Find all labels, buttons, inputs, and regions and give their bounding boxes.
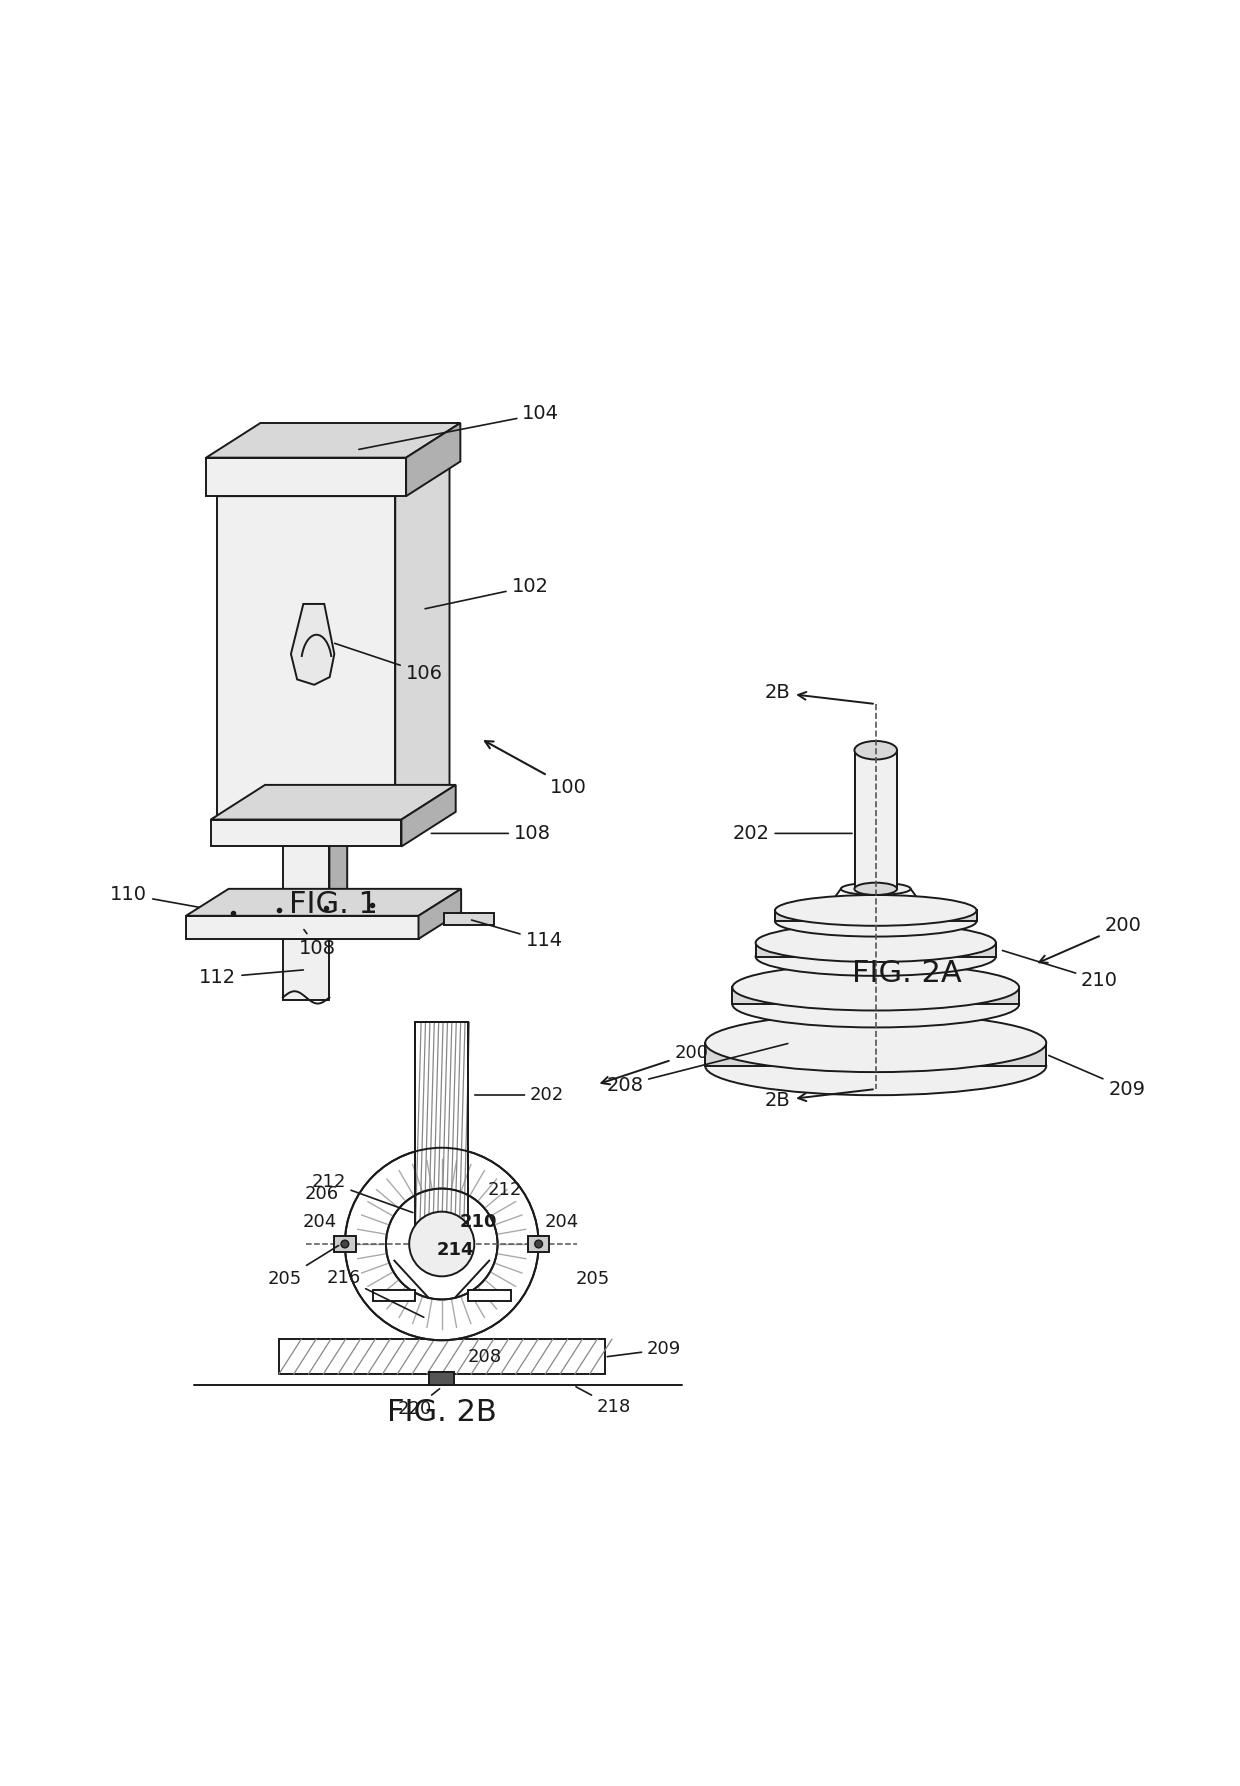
- Polygon shape: [396, 461, 449, 820]
- Polygon shape: [186, 889, 461, 916]
- Ellipse shape: [706, 1014, 1047, 1072]
- Text: 206: 206: [305, 1184, 339, 1204]
- Polygon shape: [283, 939, 330, 1000]
- Text: 108: 108: [299, 929, 336, 957]
- Polygon shape: [206, 423, 460, 457]
- Polygon shape: [469, 1289, 511, 1300]
- Polygon shape: [334, 1236, 356, 1252]
- Text: 200: 200: [601, 1045, 708, 1084]
- Polygon shape: [429, 1372, 454, 1386]
- Text: 205: 205: [575, 1270, 610, 1288]
- Ellipse shape: [775, 895, 977, 925]
- Text: 210: 210: [459, 1213, 497, 1231]
- Text: 202: 202: [475, 1086, 564, 1104]
- Polygon shape: [330, 834, 347, 916]
- Ellipse shape: [841, 882, 910, 895]
- Polygon shape: [217, 461, 449, 497]
- Polygon shape: [528, 1236, 549, 1252]
- Polygon shape: [854, 750, 897, 889]
- Polygon shape: [429, 1372, 454, 1373]
- Ellipse shape: [755, 938, 996, 975]
- Text: 112: 112: [200, 968, 304, 988]
- Text: 205: 205: [268, 1245, 339, 1288]
- Polygon shape: [211, 820, 402, 847]
- Polygon shape: [407, 423, 460, 497]
- Ellipse shape: [733, 981, 1019, 1027]
- Text: 106: 106: [335, 643, 443, 682]
- Circle shape: [341, 1239, 348, 1248]
- Text: 114: 114: [471, 920, 563, 950]
- Text: 204: 204: [303, 1213, 337, 1231]
- Polygon shape: [733, 988, 1019, 1004]
- Circle shape: [386, 1188, 497, 1300]
- Circle shape: [345, 1148, 538, 1340]
- Text: 110: 110: [110, 886, 198, 907]
- Text: 212: 212: [311, 1173, 413, 1213]
- Polygon shape: [373, 1289, 415, 1300]
- Text: 204: 204: [544, 1213, 579, 1231]
- Ellipse shape: [854, 741, 897, 759]
- Polygon shape: [775, 911, 977, 922]
- Polygon shape: [402, 784, 456, 847]
- Polygon shape: [279, 1340, 605, 1373]
- Text: FIG. 2B: FIG. 2B: [387, 1398, 497, 1427]
- Polygon shape: [419, 889, 461, 939]
- Polygon shape: [755, 943, 996, 957]
- Ellipse shape: [733, 964, 1019, 1011]
- Text: 209: 209: [608, 1340, 681, 1359]
- Polygon shape: [206, 457, 407, 497]
- Text: 104: 104: [358, 404, 559, 450]
- Text: 210: 210: [1002, 950, 1118, 989]
- Text: FIG. 2A: FIG. 2A: [852, 959, 962, 988]
- Text: 220: 220: [398, 1390, 439, 1418]
- Polygon shape: [444, 913, 495, 925]
- Ellipse shape: [706, 1036, 1047, 1095]
- Text: 216: 216: [326, 1268, 424, 1318]
- Text: 209: 209: [1049, 1056, 1146, 1098]
- Polygon shape: [186, 916, 419, 939]
- Polygon shape: [706, 1043, 1047, 1066]
- Text: 214: 214: [436, 1241, 475, 1259]
- Text: 208: 208: [467, 1348, 501, 1366]
- Circle shape: [534, 1239, 543, 1248]
- Text: 218: 218: [575, 1386, 631, 1416]
- Polygon shape: [217, 497, 396, 820]
- Polygon shape: [283, 847, 330, 916]
- Polygon shape: [415, 1022, 469, 1231]
- Polygon shape: [211, 784, 456, 820]
- Text: 100: 100: [485, 741, 587, 797]
- Polygon shape: [428, 1297, 456, 1340]
- Polygon shape: [291, 604, 335, 684]
- Text: 2B: 2B: [765, 682, 873, 704]
- Ellipse shape: [755, 923, 996, 963]
- Text: 2B: 2B: [765, 1089, 873, 1111]
- Text: 102: 102: [425, 577, 548, 609]
- Circle shape: [409, 1211, 474, 1277]
- Ellipse shape: [854, 882, 897, 895]
- Text: 212: 212: [489, 1181, 522, 1200]
- Ellipse shape: [775, 906, 977, 936]
- Text: 200: 200: [1039, 916, 1141, 963]
- Text: 108: 108: [432, 823, 551, 843]
- Text: 208: 208: [606, 1043, 787, 1095]
- Text: FIG. 1: FIG. 1: [289, 889, 378, 918]
- Text: 202: 202: [733, 823, 852, 843]
